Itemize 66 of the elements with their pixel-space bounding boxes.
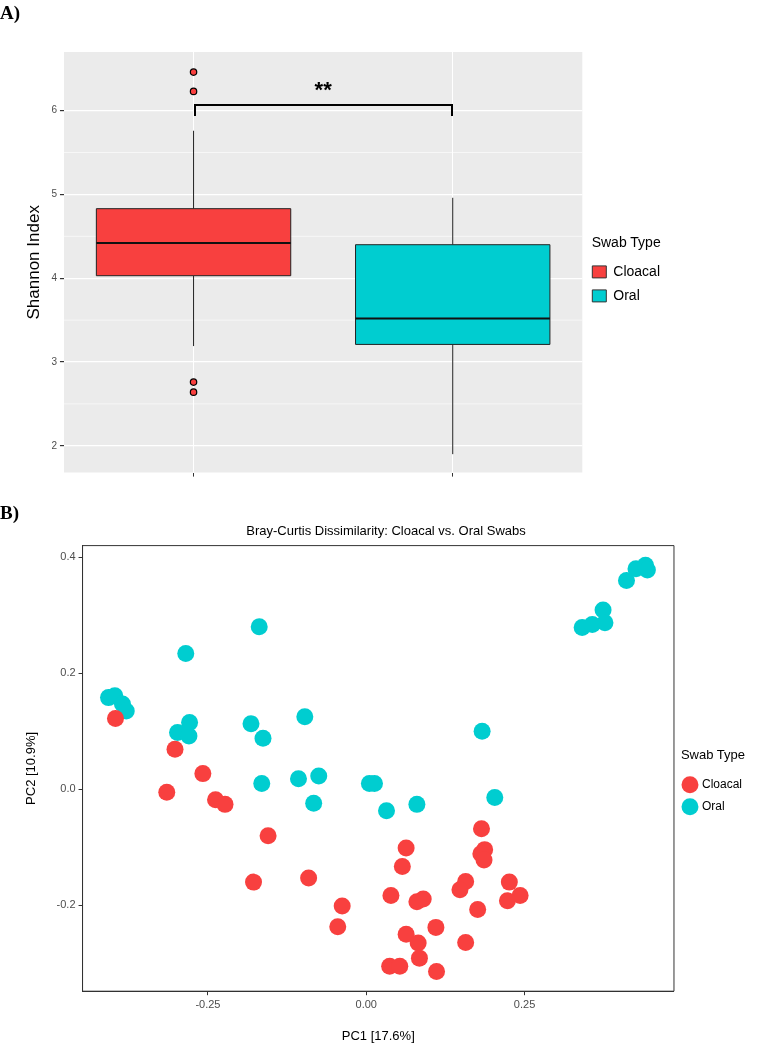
point bbox=[378, 802, 395, 820]
point bbox=[617, 571, 635, 589]
point bbox=[333, 897, 351, 915]
point bbox=[296, 708, 314, 726]
point bbox=[596, 614, 614, 632]
legend-label: Cloacal bbox=[701, 777, 743, 792]
point bbox=[254, 729, 272, 747]
point bbox=[457, 933, 475, 951]
legend-label: Oral bbox=[613, 286, 640, 303]
point bbox=[289, 770, 307, 788]
y-tick-label: 3 bbox=[51, 355, 58, 367]
point bbox=[305, 794, 323, 812]
y-tick-label: 2 bbox=[51, 439, 58, 451]
point bbox=[329, 918, 347, 936]
x-axis-title: PC1 [17.6%] bbox=[341, 1027, 415, 1043]
point bbox=[472, 820, 490, 838]
point bbox=[408, 795, 426, 813]
point bbox=[106, 710, 124, 727]
point bbox=[166, 740, 184, 758]
point bbox=[414, 890, 432, 908]
legend-label: Cloacal bbox=[613, 262, 661, 279]
point bbox=[397, 925, 415, 943]
point bbox=[473, 722, 491, 740]
point bbox=[253, 774, 271, 792]
x-tick-label: 0.00 bbox=[355, 997, 377, 1010]
point bbox=[245, 873, 263, 891]
point bbox=[410, 949, 428, 967]
point bbox=[250, 618, 268, 636]
point bbox=[180, 727, 198, 745]
point bbox=[428, 962, 446, 980]
point bbox=[393, 857, 411, 875]
annotation: ** bbox=[314, 77, 333, 102]
point bbox=[498, 892, 516, 910]
y-tick-label: 0.4 bbox=[60, 550, 76, 563]
point bbox=[177, 645, 195, 663]
legend-title: Swab Type bbox=[680, 747, 746, 763]
y-tick-label: 5 bbox=[51, 188, 58, 200]
point bbox=[427, 918, 445, 936]
y-tick-label: 6 bbox=[51, 104, 58, 116]
point bbox=[397, 839, 415, 857]
text: B) bbox=[0, 502, 19, 524]
point bbox=[300, 869, 318, 887]
point bbox=[486, 788, 504, 806]
y-axis-title: Shannon Index bbox=[23, 204, 43, 320]
point bbox=[194, 765, 212, 783]
point bbox=[469, 900, 487, 918]
point bbox=[500, 873, 518, 891]
chart-title: Bray-Curtis Dissimilarity: Cloacal vs. Oral Swabs bbox=[246, 523, 527, 539]
legend-label: Oral bbox=[701, 799, 725, 814]
point bbox=[310, 767, 328, 785]
point bbox=[216, 795, 234, 813]
legend-title: Swab Type bbox=[591, 233, 661, 250]
point bbox=[242, 715, 260, 733]
text: A) bbox=[0, 2, 21, 24]
x-tick-label: -0.25 bbox=[195, 997, 221, 1010]
y-tick-label: 4 bbox=[51, 271, 58, 283]
point bbox=[382, 886, 400, 904]
point bbox=[259, 827, 277, 845]
x-tick-label: 0.25 bbox=[513, 997, 536, 1010]
y-tick-label: -0.2 bbox=[56, 898, 76, 911]
y-tick-label: 0.2 bbox=[60, 666, 76, 679]
y-tick-label: 0.0 bbox=[60, 782, 76, 795]
point bbox=[158, 783, 176, 801]
y-axis-title: PC2 [10.9%] bbox=[23, 731, 39, 805]
point bbox=[409, 934, 427, 952]
point bbox=[451, 881, 469, 899]
